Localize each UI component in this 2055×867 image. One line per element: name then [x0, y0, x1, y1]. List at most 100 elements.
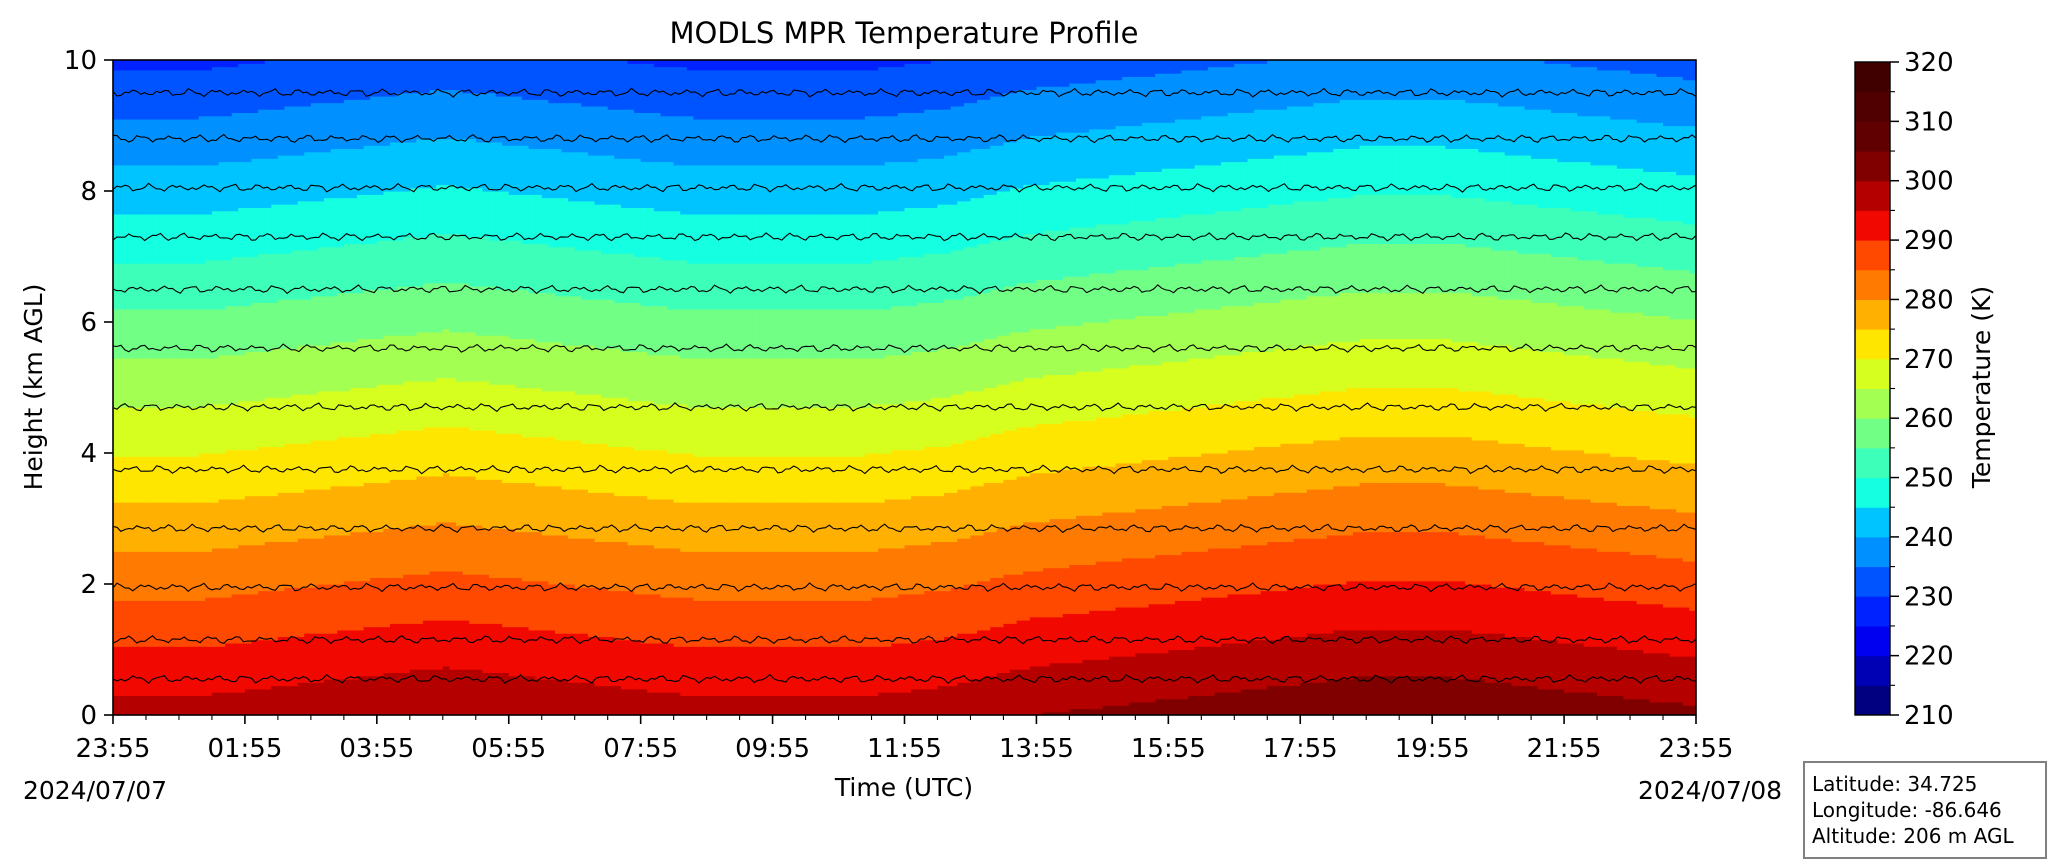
heatmap-cell	[1478, 633, 1486, 680]
heatmap-cell	[673, 164, 681, 212]
heatmap-cell	[614, 397, 622, 448]
heatmap-cell	[488, 577, 497, 624]
heatmap-cell	[1280, 60, 1288, 110]
heatmap-cell	[1181, 168, 1189, 215]
heatmap-cell	[924, 400, 932, 448]
heatmap-cell	[574, 489, 582, 539]
heatmap-cell	[990, 577, 998, 628]
heatmap-cell	[779, 164, 787, 215]
heatmap-cell	[1273, 348, 1282, 398]
heatmap-cell	[627, 302, 635, 353]
heatmap-cell	[1280, 299, 1288, 349]
heatmap-cell	[1003, 141, 1011, 192]
heatmap-cell	[376, 60, 385, 97]
heatmap-cell	[409, 60, 418, 94]
heatmap-cell	[244, 495, 253, 546]
heatmap-cell	[1003, 672, 1011, 715]
heatmap-cell	[1663, 557, 1671, 608]
heatmap-cell	[1089, 82, 1097, 130]
heatmap-cell	[977, 485, 985, 536]
heatmap-cell	[271, 302, 279, 349]
heatmap-cell	[950, 204, 958, 251]
heatmap-cell	[1583, 692, 1592, 715]
heatmap-cell	[1550, 302, 1559, 353]
heatmap-cell	[911, 256, 919, 307]
heatmap-cell	[1498, 443, 1506, 490]
x-tick-label: 13:55	[999, 734, 1074, 764]
heatmap-cell	[1385, 580, 1394, 631]
heatmap-cell	[871, 403, 879, 454]
heatmap-cell	[838, 646, 846, 696]
heatmap-cell	[370, 60, 378, 97]
heatmap-cell	[1498, 60, 1506, 107]
heatmap-cell	[1254, 109, 1262, 159]
heatmap-cell	[1636, 603, 1644, 651]
heatmap-cell	[911, 688, 919, 715]
heatmap-cell	[950, 105, 958, 156]
heatmap-cell	[1043, 60, 1051, 87]
heatmap-cell	[1267, 351, 1275, 398]
heatmap-cell	[1570, 161, 1578, 212]
heatmap-cell	[1379, 145, 1387, 195]
heatmap-cell	[1188, 118, 1196, 169]
heatmap-cell	[363, 289, 371, 339]
heatmap-cell	[1630, 60, 1638, 74]
heatmap-cell	[706, 118, 714, 166]
heatmap-cell	[1188, 600, 1196, 651]
heatmap-cell	[864, 60, 873, 71]
heatmap-cell	[1465, 246, 1473, 294]
heatmap-cell	[640, 207, 648, 258]
heatmap-cell	[845, 118, 853, 166]
heatmap-cell	[845, 456, 853, 503]
heatmap-cell	[1148, 122, 1156, 172]
heatmap-cell	[667, 642, 675, 693]
heatmap-cell	[1043, 328, 1051, 375]
heatmap-cell	[667, 66, 675, 117]
heatmap-cell	[1544, 688, 1552, 715]
heatmap-cell	[1108, 223, 1117, 274]
heatmap-cell	[812, 551, 820, 601]
heatmap-cell	[205, 115, 213, 166]
heatmap-cell	[831, 263, 840, 310]
heatmap-cell	[693, 213, 701, 264]
heatmap-cell	[1471, 678, 1479, 715]
heatmap-cell	[1267, 590, 1275, 641]
heatmap-cell	[1194, 600, 1202, 647]
heatmap-cell	[1194, 164, 1202, 215]
heatmap-cell	[1082, 177, 1090, 228]
heatmap-cell	[244, 688, 253, 715]
heatmap-cell	[1333, 629, 1341, 680]
heatmap-cell	[1649, 652, 1658, 703]
heatmap-cell	[667, 453, 675, 500]
heatmap-cell	[1102, 223, 1110, 274]
heatmap-cell	[944, 685, 952, 715]
heatmap-cell	[785, 646, 793, 696]
heatmap-cell	[1181, 361, 1189, 408]
x-tick-label: 23:55	[76, 734, 151, 764]
heatmap-cell	[429, 331, 437, 382]
heatmap-cell	[851, 164, 859, 215]
heatmap-cell	[568, 439, 576, 490]
heatmap-cell	[145, 407, 154, 457]
heatmap-cell	[455, 525, 464, 572]
heatmap-cell	[515, 626, 523, 677]
heatmap-cell	[291, 105, 299, 156]
heatmap-cell	[1036, 328, 1044, 379]
heatmap-cell	[1583, 354, 1592, 405]
heatmap-cell	[1577, 161, 1585, 212]
heatmap-cell	[911, 207, 919, 258]
heatmap-cell	[1616, 213, 1625, 264]
heatmap-cell	[1148, 410, 1156, 461]
heatmap-cell	[686, 551, 695, 598]
heatmap-cell	[310, 489, 319, 539]
heatmap-cell	[904, 498, 912, 546]
heatmap-cell	[587, 587, 596, 637]
heatmap-cell	[614, 204, 622, 254]
heatmap-cell	[1095, 79, 1103, 130]
heatmap-cell	[1234, 161, 1242, 212]
heatmap-cell	[1366, 675, 1374, 715]
heatmap-cell	[343, 534, 352, 582]
heatmap-cell	[924, 544, 932, 592]
heatmap-cell	[1564, 642, 1572, 693]
heatmap-cell	[515, 531, 523, 579]
